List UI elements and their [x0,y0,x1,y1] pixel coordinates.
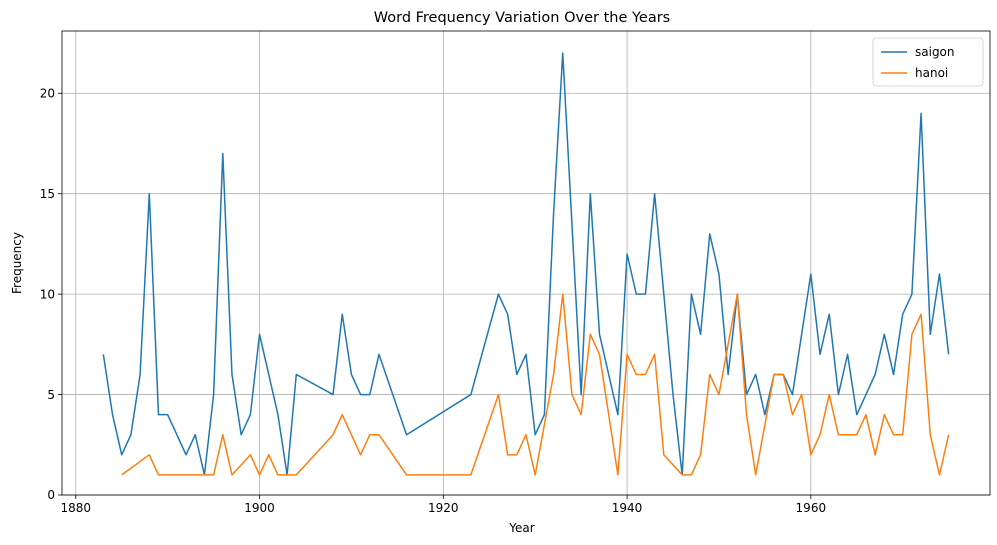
x-tick-label: 1880 [61,501,92,515]
y-tick-label: 5 [47,388,55,402]
x-tick-label: 1900 [244,501,275,515]
y-axis-label: Frequency [10,232,24,294]
x-tick-label: 1960 [796,501,827,515]
plot-area-frame [61,30,991,496]
y-axis-ticks: 0 5 10 15 20 [40,86,62,502]
x-axis-label: Year [508,521,534,535]
legend-label-hanoi: hanoi [915,66,948,80]
grid [62,31,990,496]
chart-title: Word Frequency Variation Over the Years [374,10,670,26]
y-tick-label: 20 [40,86,55,100]
series-line-saigon [102,52,950,476]
legend-box [872,37,984,87]
series-line-hanoi [121,293,950,476]
legend-label-saigon: saigon [915,45,955,59]
x-axis-ticks: 1880 1900 1920 1940 1960 [61,495,827,515]
legend: saigon hanoi [872,37,984,87]
y-tick-label: 10 [40,287,55,301]
x-tick-label: 1920 [428,501,459,515]
y-tick-label: 15 [40,187,55,201]
x-tick-label: 1940 [612,501,643,515]
series-lines [102,52,950,476]
y-tick-label: 0 [47,488,55,502]
